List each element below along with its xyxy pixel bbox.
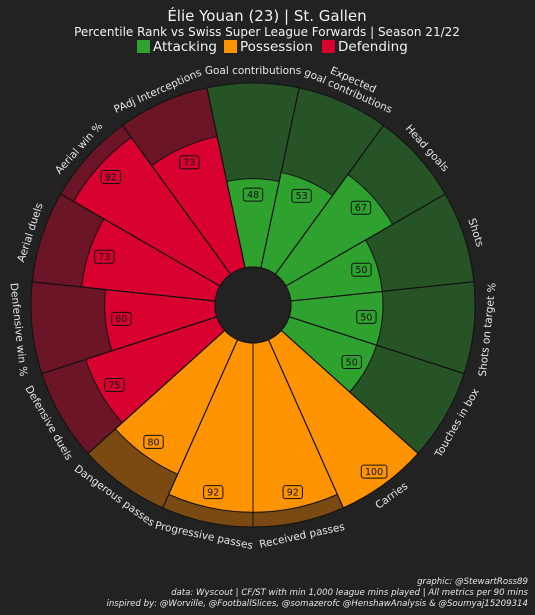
value-label-dangerous-passes: 80 [143,434,164,449]
legend: Attacking Possession Defending [137,39,408,55]
legend-label-defending: Defending [338,39,408,55]
spoke-6 [288,316,465,375]
spoke-15 [122,125,232,275]
metric-label-denfensive-win: Denfensive win % [7,282,29,377]
value-label-box [104,378,125,392]
credit-graphic: graphic: @StewartRoss89 [417,577,528,587]
value-label-padj-interceptions: 73 [179,155,200,170]
spoke-2 [260,87,300,268]
value-label-text: 60 [115,314,127,325]
value-label-text: 73 [98,252,110,263]
value-label-head-goals: 67 [350,200,372,215]
chart-title: Élie Youan (23) | St. Gallen [167,6,366,25]
value-label-box [143,434,164,449]
spoke-3 [274,125,384,275]
value-label-text: 50 [355,265,367,276]
spoke-12 [41,316,218,375]
value-label-defensive-duels: 75 [104,378,125,392]
value-label-aerial-duels: 73 [94,249,115,264]
value-label-text: 92 [105,172,117,183]
spoke-1 [206,87,246,268]
metric-label-goal-contributions: Goal contributions [205,65,301,77]
value-label-box [341,355,362,369]
value-label-box [351,262,372,277]
value-label-touches-in-box: 50 [341,355,362,369]
value-label-goal-contributions: 48 [242,187,264,202]
value-label-text: 53 [296,191,308,202]
spoke-11 [87,330,226,454]
value-label-shots: 50 [351,262,372,277]
value-label-text: 92 [287,488,299,499]
value-label-text: 92 [207,488,219,499]
spoke-14 [60,193,221,287]
value-label-received-passes: 92 [282,485,303,500]
value-label-box [350,200,372,215]
value-label-box [356,309,377,324]
metric-label-shots: Shots [465,217,485,249]
spokes [32,87,474,527]
value-label-box [360,464,388,479]
value-label-box [179,155,200,170]
chart-subtitle: Percentile Rank vs Swiss Super League Fo… [74,25,460,39]
value-label-box [94,249,115,264]
credit-inspired: inspired by: @Worville, @FootballSlices,… [106,599,528,609]
value-label-aerial-win: 92 [100,170,122,185]
legend-swatch-possession [224,40,237,53]
legend-swatch-defending [322,40,335,53]
value-label-expected-goal-contributions: 53 [291,188,312,203]
value-label-text: 80 [147,437,159,448]
value-label-box [282,485,303,500]
value-label-text: 50 [360,312,372,323]
value-label-text: 73 [183,158,195,169]
value-label-box [203,485,224,500]
spoke-8 [267,339,344,509]
value-label-text: 67 [355,203,367,214]
value-label-text: 75 [108,380,120,391]
value-label-progressive-passes: 92 [203,485,224,500]
value-label-shots-on-target: 50 [356,309,377,324]
value-label-box [291,188,312,203]
spoke-7 [280,330,419,454]
legend-swatch-attacking [137,40,150,53]
value-label-box [111,311,132,326]
spoke-10 [162,339,239,509]
metric-label-shots-on-target: Shots on target % [477,282,499,377]
value-label-denfensive-win: 60 [111,311,132,326]
value-label-box [100,170,122,185]
value-labels: 48 53 67 50 50 50 100 92 92 80 75 60 73 92 73 [94,155,388,500]
spoke-4 [285,193,446,287]
value-bars [72,135,419,513]
center-hole [214,266,292,344]
credits: graphic: @StewartRoss89 data: Wyscout | … [106,577,528,609]
spoke-13 [32,281,216,302]
spoke-5 [290,281,474,302]
value-label-box [242,187,264,202]
value-label-text: 100 [365,467,383,478]
value-label-carries: 100 [360,464,388,479]
value-label-text: 48 [247,190,259,201]
legend-label-possession: Possession [240,39,313,55]
value-label-text: 50 [346,357,358,368]
credit-data: data: Wyscout | CF/ST with min 1,000 lea… [171,588,528,598]
legend-label-attacking: Attacking [153,39,217,55]
